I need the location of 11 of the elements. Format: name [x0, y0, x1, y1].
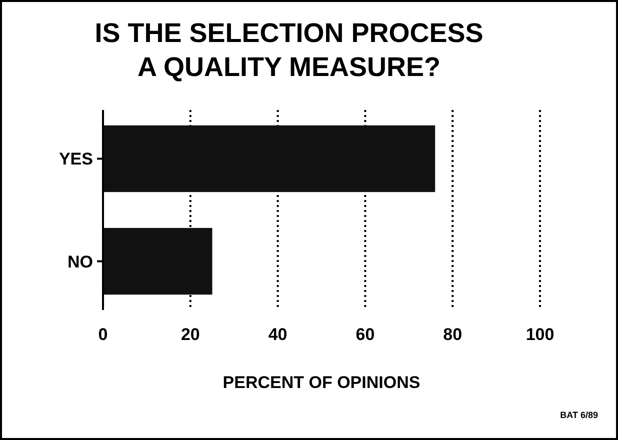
- y-tick-label: YES: [58, 150, 93, 169]
- x-tick-label: 0: [98, 325, 108, 344]
- x-tick-label: 40: [268, 325, 288, 344]
- x-tick-label: 100: [526, 325, 554, 344]
- chart-title: IS THE SELECTION PROCESS A QUALITY MEASURE?: [94, 18, 484, 82]
- x-tick-label: 20: [180, 325, 200, 344]
- x-axis-title: PERCENT OF OPINIONS: [222, 373, 420, 392]
- y-tick-label: NO: [68, 252, 93, 272]
- text: BAT 6/89: [560, 410, 598, 420]
- x-tick-label: 80: [443, 325, 462, 344]
- x-tick-label: 60: [356, 325, 375, 344]
